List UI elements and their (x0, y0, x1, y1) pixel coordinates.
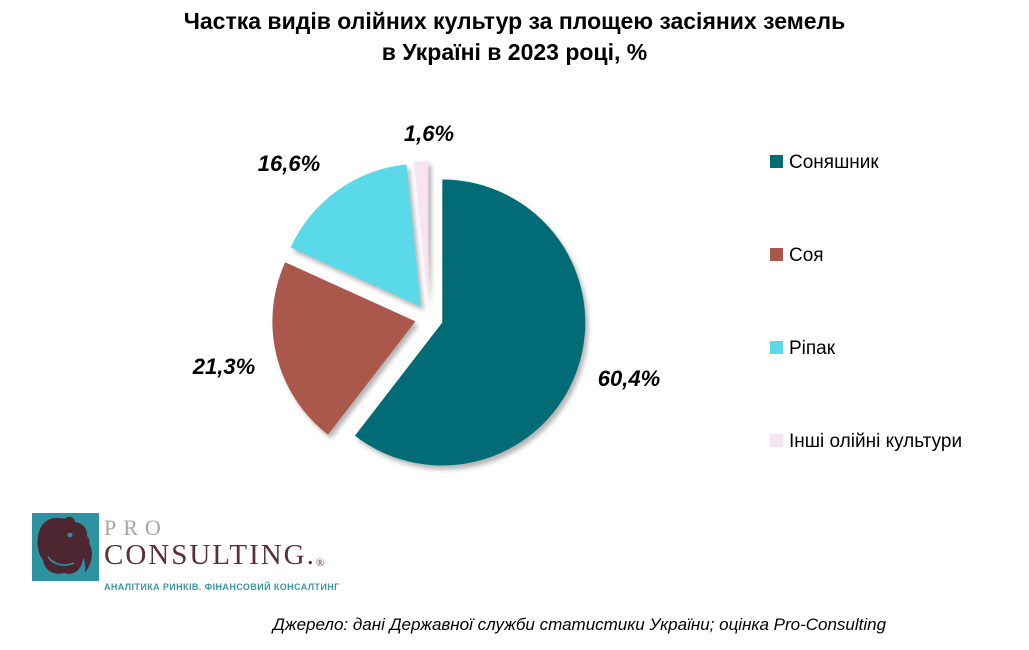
legend-swatch-soy-icon (770, 248, 783, 261)
registered-mark: ® (315, 557, 325, 569)
logo-tagline: АНАЛІТИКА РИНКІВ. ФІНАНСОВИЙ КОНСАЛТИНГ (104, 582, 340, 592)
legend-label-soy: Соя (789, 245, 824, 266)
pie-data-label-rapeseed: 16,6% (257, 151, 321, 176)
logo-brand-pro: PRO (104, 515, 168, 540)
rhino-icon (32, 513, 99, 581)
logo-box (32, 513, 99, 581)
chart-title-line2: в Україні в 2023 році, % (381, 39, 648, 65)
logo-brand-consulting: CONSULTING.® (104, 539, 325, 571)
legend-item-sunflower: Соняшник (770, 152, 1020, 173)
pie-data-label-other: 1,6% (403, 121, 455, 146)
legend-item-other: Інші олійні культури (770, 431, 1020, 452)
logo-text: PRO CONSULTING.® АНАЛІТИКА РИНКІВ. ФІНАН… (104, 513, 340, 593)
chart-title: Частка видів олійних культур за площею з… (0, 6, 1029, 68)
legend-swatch-sunflower-icon (770, 155, 783, 168)
pie-data-label-soy: 21,3% (192, 354, 256, 379)
chart-legend: Соняшник Соя Ріпак Інші олійні культури (770, 152, 1020, 452)
legend-label-rapeseed: Ріпак (789, 338, 836, 359)
pie-slice-rapeseed (290, 164, 421, 307)
legend-swatch-rapeseed-icon (770, 341, 783, 354)
legend-item-soy: Соя (770, 245, 1020, 266)
chart-title-line1: Частка видів олійних культур за площею з… (183, 8, 846, 34)
legend-swatch-other-icon (770, 434, 783, 447)
source-note: Джерело: дані Державної служби статистик… (272, 615, 887, 634)
pie-slice-sunflower (354, 179, 586, 466)
legend-item-rapeseed: Ріпак (770, 338, 1020, 359)
pie-slice-soy (272, 262, 416, 435)
legend-label-sunflower: Соняшник (789, 152, 879, 173)
pie-slice-other (413, 160, 429, 304)
pie-data-label-sunflower: 60,4% (597, 366, 661, 391)
pro-consulting-logo: PRO CONSULTING.® АНАЛІТИКА РИНКІВ. ФІНАН… (32, 513, 340, 592)
legend-label-other: Інші олійні культури (789, 431, 963, 452)
